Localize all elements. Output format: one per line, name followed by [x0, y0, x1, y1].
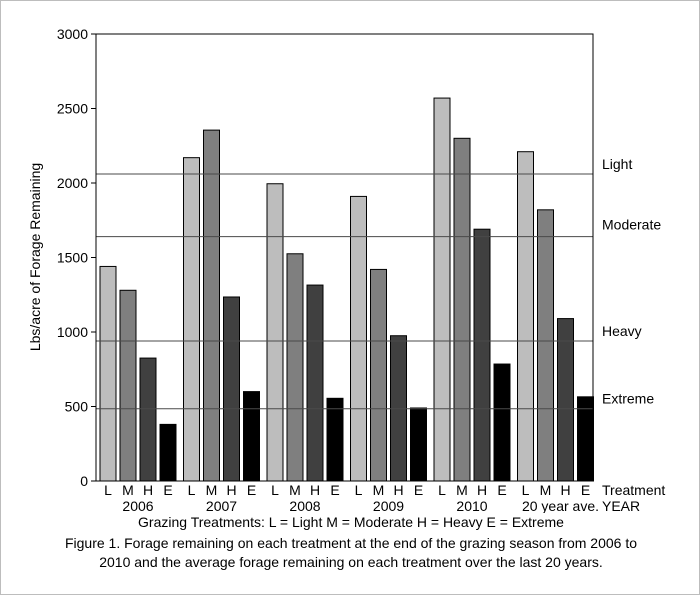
- treatment-tick-2007-L: L: [188, 482, 196, 498]
- bar-20-year-ave.-L: [517, 151, 534, 482]
- treatment-tick-2006-H: H: [143, 482, 153, 498]
- group-label-20-year-ave.: 20 year ave.: [522, 498, 599, 513]
- treatment-tick-20-year-ave.-E: E: [581, 482, 590, 498]
- treatment-tick-20-year-ave.-H: H: [560, 482, 570, 498]
- treatment-tick-2009-M: M: [373, 482, 385, 498]
- treatment-tick-2007-H: H: [226, 482, 236, 498]
- treatment-tick-2006-L: L: [104, 482, 112, 498]
- reference-label-heavy: Heavy: [602, 323, 642, 339]
- reference-label-extreme: Extreme: [602, 391, 654, 407]
- bar-2009-M: [370, 268, 387, 482]
- bar-2009-L: [350, 195, 367, 482]
- bar-2010-E: [493, 363, 511, 482]
- reference-label-moderate: Moderate: [602, 217, 661, 233]
- x-row-label-year: YEAR: [602, 498, 640, 513]
- bar-20-year-ave.-M: [537, 209, 554, 482]
- treatment-tick-2006-E: E: [163, 482, 172, 498]
- x-row-label-treatment: Treatment: [602, 482, 665, 498]
- bar-2008-L: [266, 183, 284, 482]
- bar-2006-M: [119, 289, 137, 482]
- bar-2007-M: [203, 129, 220, 482]
- bar-2010-L: [433, 97, 451, 482]
- axes-layer: [91, 33, 594, 482]
- treatment-tick-2006-M: M: [122, 482, 134, 498]
- bar-2008-H: [306, 284, 324, 482]
- treatment-tick-2010-H: H: [477, 482, 487, 498]
- bar-20-year-ave.-E: [577, 396, 594, 482]
- bar-2007-L: [183, 157, 200, 482]
- reference-lines-layer: [96, 173, 593, 410]
- group-label-2009: 2009: [373, 498, 404, 513]
- labels-layer: Light Moderate Heavy Extreme 0 500 1000 1500 200…: [27, 26, 665, 513]
- bar-2006-H: [139, 357, 157, 482]
- bar-chart: Light Moderate Heavy Extreme 0 500 1000 1500 200…: [27, 26, 665, 513]
- group-label-2006: 2006: [122, 498, 153, 513]
- y-tick-label-3000: 3000: [57, 26, 88, 42]
- bar-20-year-ave.-H: [557, 318, 574, 482]
- treatment-tick-2010-E: E: [497, 482, 506, 498]
- y-tick-label-1500: 1500: [57, 250, 88, 266]
- treatment-tick-2008-L: L: [271, 482, 279, 498]
- treatment-tick-2009-E: E: [414, 482, 423, 498]
- treatment-tick-2010-L: L: [438, 482, 446, 498]
- bars-layer: [99, 97, 594, 482]
- treatment-tick-2008-E: E: [330, 482, 339, 498]
- y-tick-label-2500: 2500: [57, 101, 88, 117]
- bar-2007-H: [223, 296, 240, 482]
- treatment-tick-2009-H: H: [393, 482, 403, 498]
- treatment-tick-2007-E: E: [247, 482, 256, 498]
- treatment-tick-20-year-ave.-M: M: [540, 482, 552, 498]
- bar-2006-L: [99, 265, 117, 482]
- bar-2010-H: [473, 228, 491, 482]
- bar-2008-M: [286, 253, 304, 482]
- y-tick-label-2000: 2000: [57, 175, 88, 191]
- bar-2007-E: [243, 391, 260, 482]
- bar-2010-M: [453, 137, 471, 482]
- y-tick-label-0: 0: [80, 473, 88, 489]
- treatment-tick-2007-M: M: [206, 482, 218, 498]
- bar-2006-E: [159, 423, 177, 482]
- group-label-2010: 2010: [456, 498, 487, 513]
- bar-2008-E: [326, 397, 344, 482]
- treatment-legend: Grazing Treatments: L = Light M = Modera…: [138, 514, 564, 530]
- treatment-tick-2009-L: L: [355, 482, 363, 498]
- reference-label-light: Light: [602, 156, 632, 172]
- y-tick-label-1000: 1000: [57, 324, 88, 340]
- group-label-2008: 2008: [289, 498, 320, 513]
- bar-2009-E: [410, 407, 427, 482]
- figure-caption: Figure 1. Forage remaining on each treat…: [64, 535, 637, 570]
- y-tick-label-500: 500: [65, 399, 89, 415]
- treatment-tick-2010-M: M: [456, 482, 468, 498]
- treatment-tick-2008-H: H: [310, 482, 320, 498]
- treatment-tick-20-year-ave.-L: L: [522, 482, 530, 498]
- y-axis-title: Lbs/acre of Forage Remaining: [27, 163, 43, 351]
- group-label-2007: 2007: [206, 498, 237, 513]
- treatment-tick-2008-M: M: [289, 482, 301, 498]
